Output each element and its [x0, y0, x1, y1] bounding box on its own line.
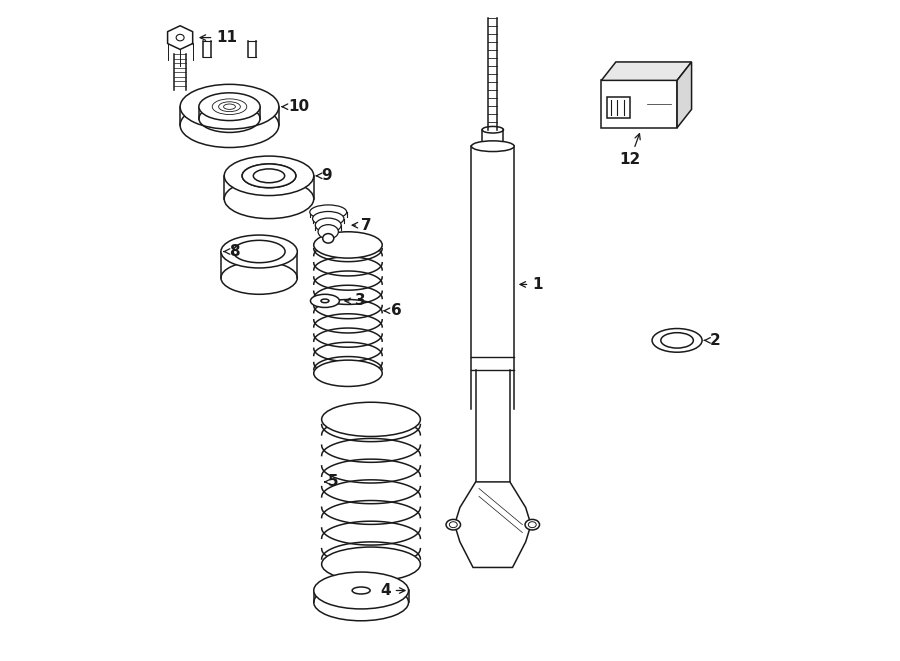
Ellipse shape: [321, 547, 420, 581]
Polygon shape: [607, 97, 630, 118]
Ellipse shape: [323, 233, 334, 243]
Ellipse shape: [525, 520, 539, 530]
Ellipse shape: [314, 572, 409, 609]
Text: 6: 6: [384, 303, 401, 318]
Text: 7: 7: [352, 217, 372, 233]
Ellipse shape: [315, 218, 341, 232]
Polygon shape: [472, 146, 514, 409]
Polygon shape: [476, 370, 510, 482]
Text: 5: 5: [325, 475, 339, 489]
Ellipse shape: [199, 93, 260, 120]
Ellipse shape: [314, 360, 382, 387]
Ellipse shape: [176, 34, 184, 41]
Text: 8: 8: [224, 244, 240, 259]
Ellipse shape: [310, 294, 339, 307]
Text: 1: 1: [520, 277, 543, 292]
Ellipse shape: [242, 164, 296, 188]
Ellipse shape: [224, 156, 314, 196]
Ellipse shape: [321, 403, 420, 436]
Text: 4: 4: [380, 583, 405, 598]
Text: 9: 9: [316, 169, 332, 183]
Polygon shape: [167, 26, 193, 50]
Polygon shape: [601, 62, 691, 81]
Ellipse shape: [253, 169, 284, 182]
Polygon shape: [677, 62, 691, 128]
Ellipse shape: [352, 587, 370, 594]
Ellipse shape: [652, 329, 702, 352]
Ellipse shape: [446, 520, 461, 530]
Ellipse shape: [220, 235, 297, 268]
Ellipse shape: [242, 164, 296, 188]
Ellipse shape: [314, 232, 382, 258]
Ellipse shape: [233, 241, 285, 262]
Ellipse shape: [318, 225, 338, 239]
Ellipse shape: [482, 126, 503, 133]
Text: 2: 2: [705, 333, 721, 348]
Ellipse shape: [180, 85, 279, 129]
Ellipse shape: [312, 212, 344, 225]
Ellipse shape: [321, 299, 328, 303]
Ellipse shape: [310, 205, 346, 219]
Text: 12: 12: [619, 134, 641, 167]
Polygon shape: [601, 81, 677, 128]
Polygon shape: [454, 482, 531, 567]
Ellipse shape: [472, 141, 514, 151]
Text: 10: 10: [283, 99, 310, 114]
Ellipse shape: [661, 332, 693, 348]
Text: 11: 11: [200, 30, 238, 45]
Text: 3: 3: [345, 293, 365, 309]
